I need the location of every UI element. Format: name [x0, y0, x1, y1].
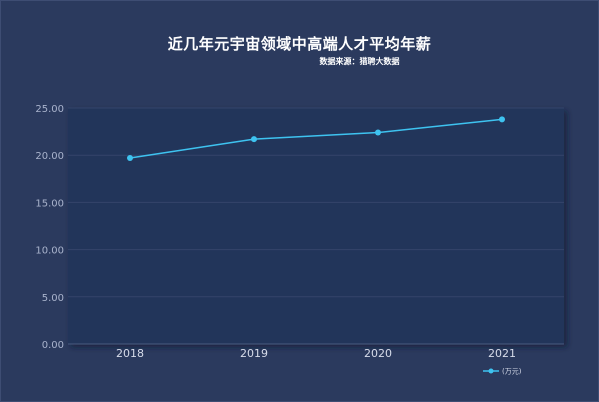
data-point	[251, 136, 257, 143]
series-group	[127, 116, 505, 162]
data-point	[499, 116, 505, 123]
chart-title: 近几年元宇宙领域中高端人才平均年薪	[167, 35, 432, 53]
data-point	[375, 129, 381, 136]
y-tick-label: 0.00	[42, 340, 64, 351]
x-tick-label: 2019	[240, 347, 268, 360]
x-tick-label: 2021	[488, 347, 516, 360]
data-point	[127, 155, 133, 162]
x-tick-label: 2020	[364, 347, 392, 360]
y-tick-label: 15.00	[35, 198, 64, 209]
y-tick-label: 25.00	[35, 104, 64, 115]
gridlines	[68, 107, 564, 345]
y-tick-label: 20.00	[35, 151, 64, 162]
legend-label: (万元)	[502, 368, 522, 376]
y-axis-ticks: 0.00 5.00 10.00 15.00 20.00 25.00	[35, 104, 64, 351]
x-tick-label: 2018	[116, 347, 144, 360]
legend[interactable]: (万元)	[483, 368, 522, 376]
legend-marker	[488, 368, 494, 374]
x-axis-ticks: 2018 2019 2020 2021	[116, 347, 516, 360]
y-tick-label: 10.00	[35, 246, 64, 257]
plot-area	[68, 108, 564, 344]
chart-subtitle: 数据来源：猎聘大数据	[319, 57, 400, 66]
y-tick-label: 5.00	[42, 293, 64, 304]
series-line	[129, 118, 503, 159]
